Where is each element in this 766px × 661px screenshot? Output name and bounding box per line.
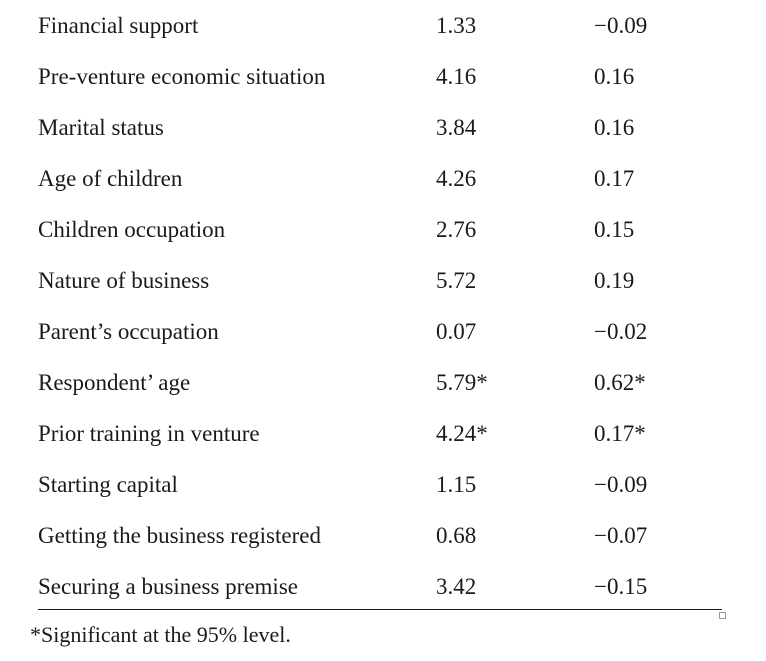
table-row: Financial support 1.33 −0.09 xyxy=(0,0,766,51)
factor-label: Securing a business premise xyxy=(38,574,298,599)
value-1-cell: 5.72 xyxy=(436,268,477,293)
table-row: Starting capital 1.15 −0.09 xyxy=(0,459,766,510)
factor-label: Starting capital xyxy=(38,472,178,497)
factor-label: Age of children xyxy=(38,166,183,191)
value-1-cell: 3.42 xyxy=(436,574,477,599)
value-2-cell: 0.17* xyxy=(594,421,646,446)
value-1-cell: 0.07 xyxy=(436,319,477,344)
value-2-cell: 0.15 xyxy=(594,217,635,242)
value-1-cell: 4.26 xyxy=(436,166,477,191)
table-row: Age of children 4.26 0.17 xyxy=(0,153,766,204)
results-table-body: Financial support 1.33 −0.09 Pre-venture ec… xyxy=(0,0,766,612)
table-row: Prior training in venture 4.24* 0.17* xyxy=(0,408,766,459)
value-1-cell: 1.33 xyxy=(436,13,477,38)
value-2-cell: −0.15 xyxy=(594,574,648,599)
value-2-cell: 0.17 xyxy=(594,166,635,191)
value-1-cell: 4.24* xyxy=(436,421,488,446)
value-2-cell: −0.09 xyxy=(594,13,648,38)
factor-label: Nature of business xyxy=(38,268,210,293)
value-1-cell: 5.79* xyxy=(436,370,488,395)
factor-label: Respondent’ age xyxy=(38,370,191,395)
factor-label: Children occupation xyxy=(38,217,226,242)
value-2-cell: 0.16 xyxy=(594,64,635,89)
value-1-cell: 3.84 xyxy=(436,115,477,140)
value-2-cell: −0.02 xyxy=(594,319,648,344)
table-row: Securing a business premise 3.42 −0.15 xyxy=(0,561,766,612)
table-row: Children occupation 2.76 0.15 xyxy=(0,204,766,255)
value-2-cell: 0.62* xyxy=(594,370,646,395)
value-1-cell: 0.68 xyxy=(436,523,477,548)
table-row: Getting the business registered 0.68 −0.07 xyxy=(0,510,766,561)
results-table-container: Financial support 1.33 −0.09 Pre-venture ec… xyxy=(0,0,766,612)
factor-label: Financial support xyxy=(38,13,199,38)
factor-label: Getting the business registered xyxy=(38,523,321,548)
value-2-cell: 0.19 xyxy=(594,268,635,293)
value-1-cell: 4.16 xyxy=(436,64,477,89)
value-1-cell: 2.76 xyxy=(436,217,477,242)
factor-label: Parent’s occupation xyxy=(38,319,219,344)
significance-footnote: *Significant at the 95% level. xyxy=(30,622,291,647)
table-resize-handle[interactable] xyxy=(719,612,726,619)
value-2-cell: −0.09 xyxy=(594,472,648,497)
factor-label: Marital status xyxy=(38,115,164,140)
results-table: Financial support 1.33 −0.09 Pre-venture ec… xyxy=(0,0,766,612)
factor-label: Pre-venture economic situation xyxy=(38,64,326,89)
table-row: Parent’s occupation 0.07 −0.02 xyxy=(0,306,766,357)
factor-label: Prior training in venture xyxy=(38,421,260,446)
value-1-cell: 1.15 xyxy=(436,472,477,497)
table-bottom-rule xyxy=(38,609,722,610)
value-2-cell: −0.07 xyxy=(594,523,648,548)
table-row: Pre-venture economic situation 4.16 0.16 xyxy=(0,51,766,102)
table-row: Marital status 3.84 0.16 xyxy=(0,102,766,153)
table-row: Respondent’ age 5.79* 0.62* xyxy=(0,357,766,408)
table-row: Nature of business 5.72 0.19 xyxy=(0,255,766,306)
value-2-cell: 0.16 xyxy=(594,115,635,140)
